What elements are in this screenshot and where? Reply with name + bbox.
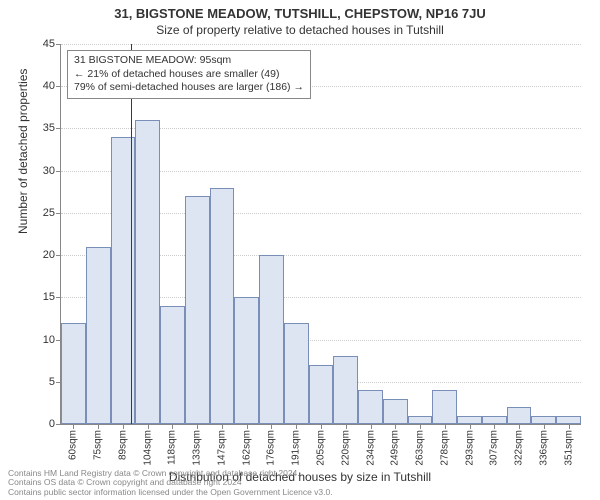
ytick-label: 5 bbox=[49, 376, 55, 388]
xtick-label: 220sqm bbox=[340, 430, 351, 466]
histogram-bar bbox=[432, 390, 457, 424]
xtick-label: 176sqm bbox=[266, 430, 277, 466]
ytick-mark bbox=[56, 44, 61, 45]
histogram-bar bbox=[259, 255, 284, 424]
ytick-label: 35 bbox=[43, 122, 55, 134]
ytick-mark bbox=[56, 424, 61, 425]
xtick-mark bbox=[123, 424, 124, 429]
histogram-bar bbox=[234, 297, 259, 424]
xtick-label: 205sqm bbox=[316, 430, 327, 466]
xtick-label: 133sqm bbox=[192, 430, 203, 466]
histogram-bar bbox=[185, 196, 210, 424]
ytick-mark bbox=[56, 213, 61, 214]
xtick-mark bbox=[445, 424, 446, 429]
histogram-bar bbox=[408, 416, 433, 424]
xtick-mark bbox=[395, 424, 396, 429]
xtick-mark bbox=[172, 424, 173, 429]
xtick-mark bbox=[321, 424, 322, 429]
ytick-label: 40 bbox=[43, 80, 55, 92]
ytick-label: 25 bbox=[43, 207, 55, 219]
ytick-label: 45 bbox=[43, 38, 55, 50]
xtick-mark bbox=[470, 424, 471, 429]
xtick-label: 249sqm bbox=[390, 430, 401, 466]
xtick-mark bbox=[569, 424, 570, 429]
annotation-box: 31 BIGSTONE MEADOW: 95sqm← 21% of detach… bbox=[67, 50, 311, 99]
xtick-mark bbox=[346, 424, 347, 429]
annotation-line: 79% of semi-detached houses are larger (… bbox=[74, 81, 304, 95]
xtick-mark bbox=[519, 424, 520, 429]
xtick-mark bbox=[148, 424, 149, 429]
xtick-label: 104sqm bbox=[142, 430, 153, 466]
ytick-label: 15 bbox=[43, 291, 55, 303]
annotation-line: ← 21% of detached houses are smaller (49… bbox=[74, 68, 304, 82]
ytick-label: 0 bbox=[49, 418, 55, 430]
xtick-mark bbox=[296, 424, 297, 429]
xtick-label: 60sqm bbox=[68, 430, 79, 460]
histogram-bar bbox=[383, 399, 408, 424]
histogram-bar bbox=[358, 390, 383, 424]
chart-title-sub: Size of property relative to detached ho… bbox=[0, 21, 600, 37]
xtick-mark bbox=[73, 424, 74, 429]
xtick-mark bbox=[544, 424, 545, 429]
xtick-label: 278sqm bbox=[439, 430, 450, 466]
xtick-label: 336sqm bbox=[538, 430, 549, 466]
xtick-label: 293sqm bbox=[464, 430, 475, 466]
histogram-bar bbox=[333, 356, 358, 424]
xtick-label: 263sqm bbox=[415, 430, 426, 466]
histogram-bar bbox=[556, 416, 581, 424]
ytick-mark bbox=[56, 255, 61, 256]
xtick-label: 147sqm bbox=[216, 430, 227, 466]
xtick-mark bbox=[271, 424, 272, 429]
xtick-mark bbox=[371, 424, 372, 429]
xtick-label: 162sqm bbox=[241, 430, 252, 466]
xtick-mark bbox=[494, 424, 495, 429]
xtick-label: 118sqm bbox=[167, 430, 178, 465]
histogram-bar bbox=[61, 323, 86, 424]
chart-title-main: 31, BIGSTONE MEADOW, TUTSHILL, CHEPSTOW,… bbox=[0, 0, 600, 21]
ytick-mark bbox=[56, 86, 61, 87]
annotation-line: 31 BIGSTONE MEADOW: 95sqm bbox=[74, 54, 304, 68]
histogram-bar bbox=[482, 416, 507, 424]
xtick-mark bbox=[98, 424, 99, 429]
xtick-label: 234sqm bbox=[365, 430, 376, 466]
histogram-bar bbox=[507, 407, 532, 424]
histogram-bar bbox=[86, 247, 111, 424]
footer-line: Contains public sector information licen… bbox=[8, 488, 333, 498]
chart-container: 05101520253035404560sqm75sqm89sqm104sqm1… bbox=[60, 44, 580, 424]
histogram-bar bbox=[284, 323, 309, 424]
histogram-bar bbox=[457, 416, 482, 424]
xtick-label: 89sqm bbox=[117, 430, 128, 460]
ytick-mark bbox=[56, 128, 61, 129]
ytick-label: 10 bbox=[43, 334, 55, 346]
ytick-label: 20 bbox=[43, 249, 55, 261]
xtick-label: 307sqm bbox=[489, 430, 500, 466]
xtick-mark bbox=[247, 424, 248, 429]
xtick-label: 351sqm bbox=[563, 430, 574, 466]
ytick-mark bbox=[56, 297, 61, 298]
ytick-mark bbox=[56, 171, 61, 172]
gridline bbox=[61, 44, 581, 45]
xtick-label: 322sqm bbox=[514, 430, 525, 466]
xtick-mark bbox=[197, 424, 198, 429]
footer-attribution: Contains HM Land Registry data © Crown c… bbox=[8, 469, 333, 498]
histogram-bar bbox=[309, 365, 334, 424]
histogram-bar bbox=[160, 306, 185, 424]
ytick-label: 30 bbox=[43, 165, 55, 177]
xtick-label: 75sqm bbox=[93, 430, 104, 460]
histogram-bar bbox=[135, 120, 160, 424]
plot-area: 05101520253035404560sqm75sqm89sqm104sqm1… bbox=[60, 44, 581, 425]
xtick-mark bbox=[420, 424, 421, 429]
histogram-bar bbox=[531, 416, 556, 424]
y-axis-label: Number of detached properties bbox=[16, 69, 30, 234]
reference-marker-line bbox=[131, 44, 132, 424]
xtick-label: 191sqm bbox=[291, 430, 302, 466]
histogram-bar bbox=[210, 188, 235, 424]
xtick-mark bbox=[222, 424, 223, 429]
